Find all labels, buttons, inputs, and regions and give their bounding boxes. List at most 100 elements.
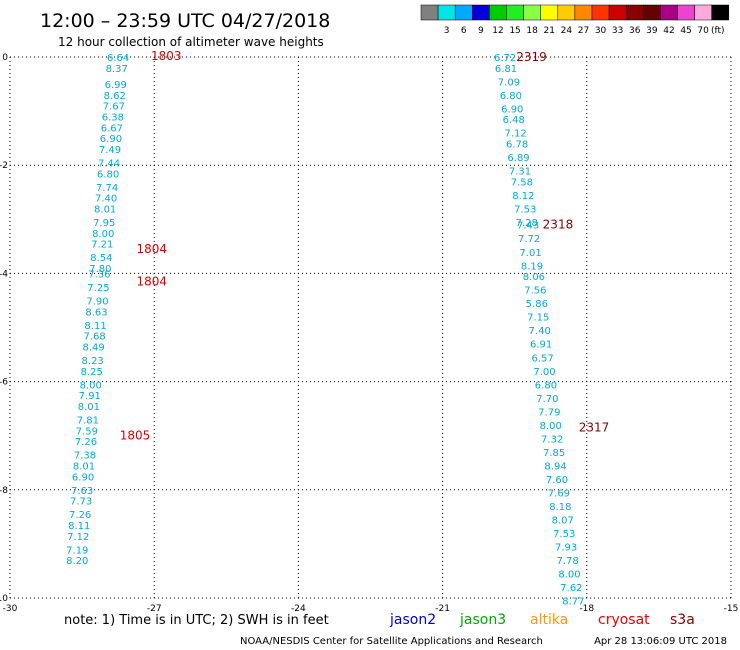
swh-value: 7.53 [553, 529, 575, 540]
x-tick-label: -18 [579, 604, 594, 614]
swh-value: 7.81 [77, 415, 99, 426]
y-tick-label: -8 [0, 486, 8, 496]
swh-value: 7.68 [83, 332, 105, 343]
satellite-altika-label: altika [530, 612, 568, 628]
swh-value: 7.67 [103, 102, 125, 113]
y-tick-label: -4 [0, 269, 8, 279]
color-box-label: 39 [646, 26, 658, 36]
color-box [711, 4, 730, 21]
y-tick-label: -6 [0, 378, 8, 388]
swh-value: 6.38 [102, 113, 124, 124]
swh-value: 7.21 [91, 240, 113, 251]
swh-value: 7.09 [498, 77, 520, 88]
swh-value: 7.19 [66, 545, 88, 556]
swh-value: 8.00 [558, 570, 580, 581]
swh-value: 7.93 [555, 543, 577, 554]
pass-time-label: 2317 [579, 421, 610, 435]
y-axis-ticks: 0 -2 -4 -6 -8 -10 [0, 53, 8, 604]
swh-value: 6.80 [535, 380, 557, 391]
swh-value: 7.70 [536, 394, 558, 405]
swh-value: 7.28 [516, 218, 538, 229]
swh-value: 7.26 [75, 437, 97, 448]
color-box [506, 4, 524, 21]
swh-value: 8.54 [90, 253, 112, 264]
color-box-label: 6 [461, 26, 467, 36]
satellite-legend: jason2 jason3 altika cryosat s3a [389, 612, 695, 628]
swh-value: 8.01 [73, 461, 95, 472]
color-box [489, 4, 507, 21]
swh-value: 8.00 [92, 229, 114, 240]
swh-value: 7.85 [543, 448, 565, 459]
swh-value: 6.48 [503, 115, 525, 126]
swh-value: 7.73 [70, 497, 92, 508]
swh-value: 8.37 [106, 64, 128, 75]
swh-value: 6.99 [105, 80, 127, 91]
swh-value: 8.07 [552, 516, 574, 527]
color-box-label: 33 [612, 26, 623, 36]
swh-value: 7.38 [74, 451, 96, 462]
swh-value: 7.69 [548, 489, 570, 500]
swh-value: 6.90 [100, 134, 122, 145]
swh-value: 7.56 [524, 286, 546, 297]
color-box-label: 21 [544, 26, 555, 36]
swh-value: 7.01 [519, 248, 541, 259]
credit-text: NOAA/NESDIS Center for Satellite Applica… [240, 636, 543, 647]
x-tick-label: -15 [724, 604, 739, 614]
satellite-cryosat-label: cryosat [598, 612, 650, 628]
swh-value: 7.00 [533, 367, 555, 378]
grid-lines [9, 56, 732, 599]
color-box [608, 4, 627, 21]
color-box [557, 4, 576, 21]
swh-value: 8.62 [104, 91, 126, 102]
color-box [677, 4, 695, 21]
swh-value: 7.60 [546, 475, 568, 486]
pass-time-label: 2319 [516, 50, 547, 64]
swh-value: 7.59 [76, 426, 98, 437]
color-box [454, 4, 473, 21]
color-box [437, 4, 456, 21]
swh-value: 8.11 [84, 321, 106, 332]
chart-subtitle: 12 hour collection of altimeter wave hei… [58, 35, 324, 49]
wave-height-values: 6.648.376.998.627.676.386.676.907.497.44… [66, 53, 584, 608]
color-box [420, 4, 439, 21]
satellite-s3a-label: s3a [670, 612, 695, 628]
swh-value: 7.26 [69, 510, 91, 521]
y-tick-label: 0 [2, 53, 8, 63]
pass-time-label: 1804 [137, 242, 168, 256]
swh-value: 8.00 [540, 421, 562, 432]
swh-value: 7.79 [538, 407, 560, 418]
swh-value: 8.23 [82, 356, 104, 367]
color-box [540, 4, 559, 21]
swh-value: 8.49 [83, 342, 105, 353]
pass-time-label: 1804 [137, 275, 168, 289]
pass-time-labels: 1803 1804 1804 1805 2319 2318 2317 [120, 49, 610, 443]
y-tick-label: -10 [0, 594, 8, 604]
swh-value: 7.53 [514, 204, 536, 215]
swh-value: 7.31 [509, 167, 531, 178]
swh-value: 7.58 [511, 177, 533, 188]
swh-value: 7.63 [71, 486, 93, 497]
color-scale-legend: 3 6 9 12 15 18 21 24 27 30 33 36 39 42 45 70 [420, 4, 730, 36]
units-note: note: 1) Time is in UTC; 2) SWH is in fe… [64, 613, 329, 628]
swh-value: 7.40 [95, 194, 117, 205]
satellite-jason2-label: jason2 [389, 612, 436, 628]
color-box-label: 12 [492, 26, 503, 36]
color-box [591, 4, 610, 21]
swh-value: 8.01 [94, 204, 116, 215]
color-box-label: 42 [663, 26, 674, 36]
color-box [472, 4, 490, 21]
y-tick-label: -2 [0, 161, 8, 171]
swh-value: 6.90 [72, 472, 94, 483]
swh-value: 7.49 [99, 145, 121, 156]
satellite-jason3-label: jason3 [459, 612, 506, 628]
swh-value: 8.01 [78, 402, 100, 413]
color-box [523, 4, 541, 21]
pass-time-label: 2318 [543, 218, 574, 232]
swh-value: 7.95 [93, 218, 115, 229]
x-tick-label: -30 [3, 604, 18, 614]
color-box [660, 4, 678, 21]
swh-value: 6.64 [107, 53, 129, 64]
x-tick-label: -21 [435, 604, 450, 614]
swh-value: 7.80 [89, 264, 111, 275]
